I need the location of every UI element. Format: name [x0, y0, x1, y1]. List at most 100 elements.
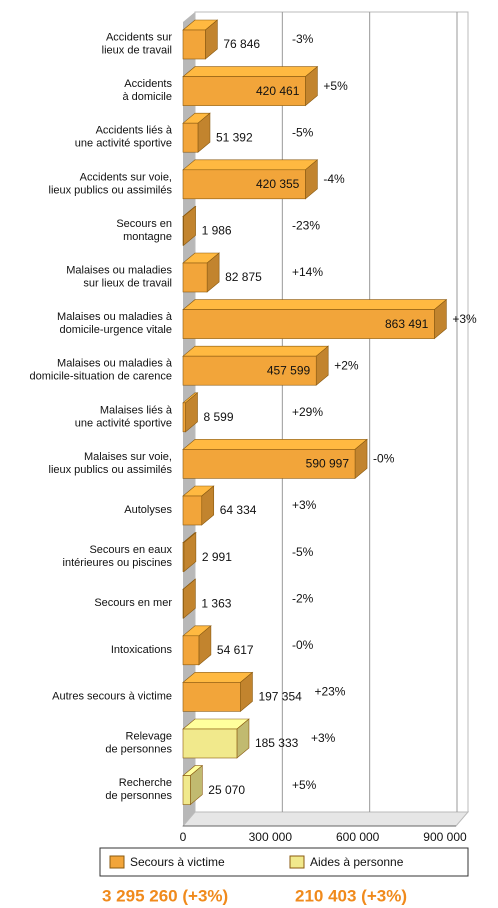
bar — [182, 345, 330, 386]
category-label: Accidents liés à une activité sportive — [75, 125, 173, 150]
category-line: Accidents sur voie, — [80, 171, 172, 183]
bar — [182, 112, 211, 153]
change-label: +5% — [323, 79, 348, 93]
change-label: +29% — [292, 405, 323, 419]
bar-front — [182, 449, 356, 479]
category-line: Autolyses — [124, 504, 172, 516]
category-line: Malaises ou maladies à — [57, 311, 173, 323]
value-label: 51 392 — [216, 130, 253, 144]
bar-top — [182, 159, 319, 171]
change-label: -0% — [292, 638, 314, 652]
category-label: Autolyses — [124, 504, 172, 516]
change-label: -5% — [292, 545, 314, 559]
bar-front — [182, 122, 199, 153]
category-line: une activité sportive — [75, 417, 172, 429]
category-line: lieux de travail — [102, 44, 172, 56]
category-line: Recherche — [119, 777, 172, 789]
bar-front — [182, 542, 185, 572]
value-label: 8 599 — [204, 410, 234, 424]
category-label: Recherche de personnes — [105, 777, 172, 802]
change-label: +3% — [292, 498, 317, 512]
category-label: Intoxications — [111, 644, 173, 656]
category-line: Accidents sur — [106, 31, 172, 43]
value-label: 420 461 — [256, 84, 300, 98]
bar — [182, 159, 319, 200]
category-line: de personnes — [105, 790, 172, 802]
category-label: Accidents sur voie, lieux publics ou assi… — [49, 171, 173, 196]
category-line: lieux publics ou assimilés — [49, 184, 173, 196]
legend — [99, 847, 469, 877]
category-label: Secours en mer — [94, 597, 172, 609]
category-line: une activité sportive — [75, 138, 172, 150]
bar-front — [182, 76, 306, 106]
value-label: 1 363 — [201, 596, 231, 610]
value-label: 197 354 — [258, 690, 302, 704]
category-label: Accidents à domicile — [122, 78, 172, 103]
category-line: Relevage — [126, 730, 172, 742]
category-label: Accidents sur lieux de travail — [102, 31, 173, 56]
bar-front — [182, 355, 317, 386]
value-label: 590 997 — [306, 457, 350, 471]
bar-front — [182, 29, 206, 60]
total-label: 210 403 (+3%) — [295, 886, 407, 905]
category-line: Autres secours à victime — [52, 690, 172, 702]
bar — [182, 19, 219, 60]
value-label: 185 333 — [255, 736, 299, 750]
change-label: -5% — [292, 125, 314, 139]
category-label: Secours en eaux intérieures ou piscines — [63, 544, 173, 569]
category-label: Malaises sur voie, lieux publics ou assim… — [49, 451, 173, 476]
legend-swatch — [109, 855, 125, 869]
category-line: Intoxications — [111, 644, 173, 656]
bar-front — [182, 262, 208, 293]
value-label: 64 334 — [220, 503, 257, 517]
value-label: 2 991 — [202, 550, 232, 564]
category-line: Malaises liés à — [100, 404, 173, 416]
bar — [182, 252, 220, 293]
change-label: -23% — [292, 219, 320, 233]
bar-front — [182, 216, 184, 246]
category-line: intérieures ou piscines — [63, 557, 173, 569]
category-line: domicile-urgence vitale — [60, 324, 173, 336]
category-line: montagne — [123, 231, 172, 243]
value-label: 1 986 — [202, 224, 232, 238]
category-label: Malaises liés à une activité sportive — [75, 404, 173, 429]
category-line: à domicile — [122, 91, 172, 103]
category-line: Accidents liés à — [96, 125, 173, 137]
bar — [182, 205, 197, 247]
legend-label: Secours à victime — [130, 855, 225, 869]
bar — [182, 764, 204, 806]
total-label: 3 295 260 (+3%) — [102, 886, 228, 905]
bar-front — [182, 728, 238, 759]
bar — [182, 531, 197, 573]
value-label: 54 617 — [217, 643, 254, 657]
bar-front — [182, 635, 200, 666]
bar-top — [182, 66, 319, 77]
value-label: 82 875 — [225, 270, 262, 284]
x-tick-label: 900 000 — [423, 830, 467, 844]
category-line: domicile-situation de carence — [30, 371, 172, 383]
legend-label: Aides à personne — [310, 855, 404, 869]
category-label: Secours en montagne — [116, 218, 172, 243]
bar-front — [182, 495, 203, 526]
x-tick-label: 600 000 — [336, 830, 380, 844]
bar-top — [182, 299, 448, 310]
change-label: -0% — [373, 452, 395, 466]
x-tick-label: 0 — [180, 830, 187, 844]
bar — [182, 671, 254, 713]
bar — [182, 65, 319, 107]
change-label: +3% — [452, 312, 477, 326]
bar-front — [182, 775, 191, 805]
bar-front — [182, 682, 241, 712]
change-label: -3% — [292, 32, 314, 46]
bar — [182, 718, 250, 759]
bar-front — [182, 169, 306, 200]
bar — [182, 392, 199, 433]
category-label: Malaises ou maladies à domicile-urgence v… — [57, 311, 173, 336]
bar — [182, 485, 215, 526]
category-label: Malaises ou maladies à domicile-situation… — [30, 358, 173, 383]
bar-top — [182, 439, 368, 450]
category-line: Secours en eaux — [89, 544, 172, 556]
category-line: lieux publics ou assimilés — [49, 464, 173, 476]
value-label: 457 599 — [267, 363, 311, 377]
